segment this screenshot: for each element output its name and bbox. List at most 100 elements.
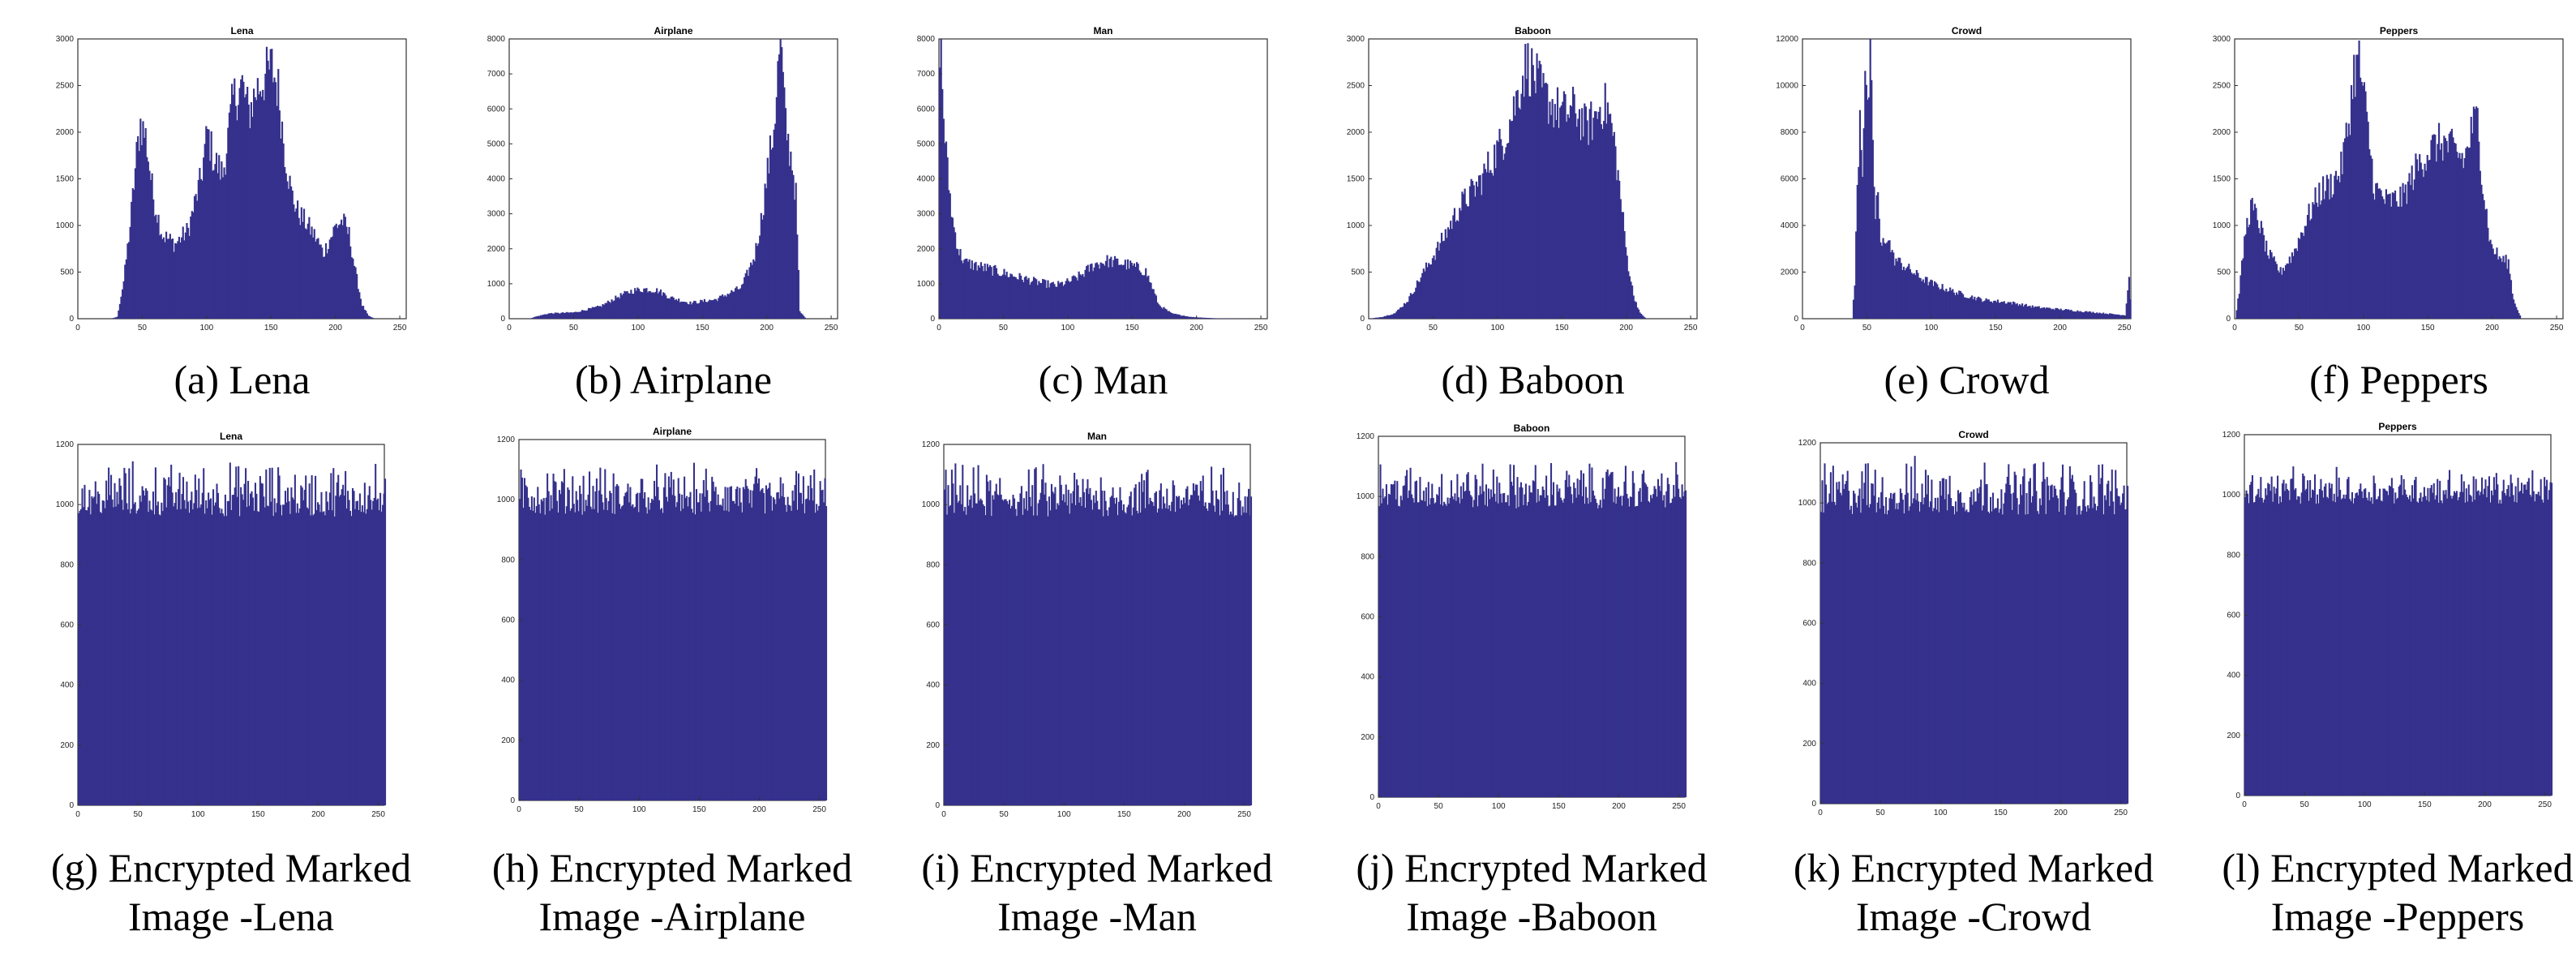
histogram-bar	[724, 295, 727, 319]
histogram-bar	[1374, 318, 1376, 319]
histogram-bar	[812, 500, 814, 800]
histogram-bar	[1935, 509, 1938, 804]
histogram-bar	[959, 249, 962, 319]
histogram-bar	[1845, 481, 1848, 804]
histogram-bar	[1678, 496, 1681, 797]
histogram-bar	[221, 161, 223, 319]
histogram-bar	[1194, 484, 1197, 805]
histogram-bar	[216, 492, 220, 805]
histogram-bar	[2237, 298, 2240, 319]
histogram-bar	[2462, 481, 2465, 796]
histogram-bar	[1447, 497, 1449, 797]
histogram-bar	[1046, 500, 1048, 805]
x-tick-label: 150	[696, 324, 709, 332]
histogram-bar	[1051, 282, 1053, 319]
histogram-bar	[2448, 133, 2450, 319]
histogram-bar	[959, 485, 962, 805]
histogram-bar	[2118, 314, 2120, 319]
histogram-bar	[1017, 279, 1020, 319]
histogram-bar	[1138, 482, 1141, 805]
histogram-bar	[2305, 225, 2308, 319]
histogram-bar	[2043, 307, 2046, 319]
histogram-bar	[177, 241, 179, 319]
histogram-bar	[158, 514, 161, 805]
histogram-bar	[1496, 476, 1498, 797]
histogram-bar	[2058, 512, 2060, 804]
histogram-bar	[654, 480, 656, 800]
histogram-bar	[124, 473, 126, 805]
histogram-bar	[1528, 485, 1531, 797]
histogram-bar	[1131, 515, 1134, 805]
histogram-bar	[164, 242, 166, 319]
histogram-bar	[2351, 99, 2354, 320]
histogram-bar	[1978, 297, 1981, 319]
histogram-bar	[114, 317, 116, 319]
y-tick-label: 600	[2227, 611, 2240, 620]
histogram-bar	[1588, 109, 1591, 319]
panel-caption-e: (e) Crowd	[1756, 355, 2178, 404]
histogram-bar	[181, 494, 183, 805]
histogram-bar	[1841, 495, 1843, 804]
y-tick-label: 2000	[56, 128, 75, 137]
histogram-bar	[315, 238, 318, 319]
histogram-bar	[1867, 99, 1869, 319]
histogram-bar	[1580, 470, 1583, 797]
histogram-bar	[949, 504, 952, 805]
histogram-bar	[1106, 255, 1108, 319]
histogram-bar	[782, 71, 784, 319]
histogram-bar	[1030, 282, 1032, 319]
histogram-bar	[2389, 193, 2391, 319]
histogram-bar	[964, 258, 967, 319]
histogram-bar	[585, 311, 587, 319]
histogram-bar	[82, 507, 85, 805]
histogram-bar	[2524, 484, 2527, 796]
histogram-bar	[1874, 470, 1876, 804]
histogram-bar	[301, 487, 303, 805]
y-tick-label: 0	[1369, 793, 1374, 802]
histogram-bar	[2496, 247, 2498, 319]
histogram-bar	[302, 208, 306, 319]
histogram-bar	[1593, 111, 1597, 319]
histogram-bar	[2278, 272, 2281, 319]
histogram-bar	[2000, 489, 2003, 804]
histogram-bar	[1022, 514, 1024, 805]
histogram-bar	[216, 483, 218, 805]
histogram-bar	[1568, 474, 1571, 797]
histogram-bar	[382, 504, 384, 805]
histogram-bar	[1878, 497, 1880, 804]
histogram-bar	[722, 498, 724, 800]
histogram-bar	[1494, 493, 1496, 797]
histogram-bar	[961, 260, 963, 319]
histogram-bar	[128, 468, 131, 805]
histogram-bar	[1575, 113, 1577, 319]
histogram-bar	[1927, 285, 1930, 319]
y-tick-label: 400	[501, 676, 515, 685]
histogram-bar	[2373, 199, 2376, 319]
histogram-bar	[2445, 140, 2448, 319]
histogram-bar	[1404, 303, 1407, 319]
histogram-bar	[147, 512, 150, 805]
histogram-bar	[1474, 474, 1477, 797]
histogram-bar	[1517, 507, 1520, 797]
histogram-bar	[686, 496, 688, 800]
histogram-bar	[1484, 169, 1487, 319]
histogram-bar	[295, 513, 298, 805]
histogram-bar	[160, 234, 162, 319]
histogram-bar	[1221, 510, 1224, 805]
histogram-bar	[2342, 498, 2344, 796]
histogram-bar	[1936, 284, 1939, 319]
histogram-bar	[1125, 269, 1128, 319]
y-tick-label: 600	[1361, 613, 1374, 622]
histogram-bar	[769, 483, 771, 800]
histogram-bar	[260, 483, 263, 805]
histogram-bar	[2238, 294, 2240, 319]
histogram-bar	[1139, 272, 1142, 319]
histogram-bar	[955, 248, 958, 319]
histogram-bar	[2257, 488, 2260, 796]
histogram-bar	[2068, 309, 2070, 319]
y-tick-label: 12000	[1776, 35, 1798, 44]
histogram-bar	[1529, 492, 1532, 797]
histogram-bar	[1860, 149, 1862, 319]
histogram-bar	[2006, 476, 2008, 804]
histogram-bar	[1426, 267, 1429, 319]
